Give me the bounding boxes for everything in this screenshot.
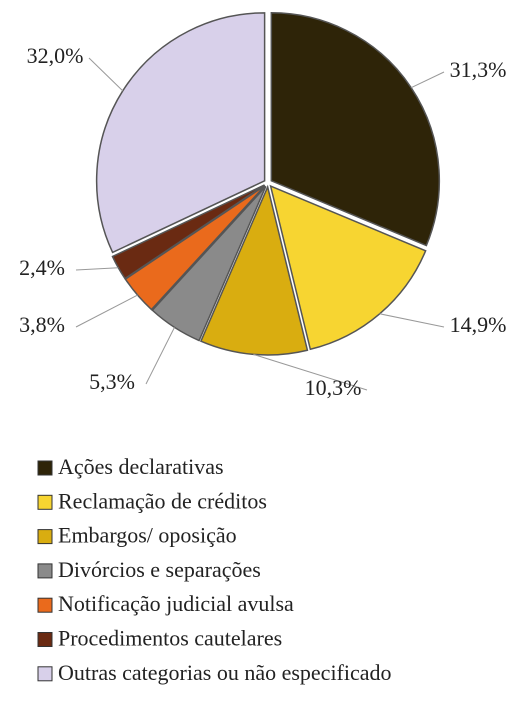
- leader-line: [145, 327, 175, 385]
- legend-swatch: [37, 529, 53, 545]
- data-label: 31,3%: [450, 57, 507, 82]
- legend-swatch: [37, 563, 53, 579]
- leader-line: [253, 353, 368, 391]
- pie-slice: [269, 184, 427, 351]
- pie-slice: [199, 184, 309, 356]
- data-label: 2,4%: [19, 255, 65, 280]
- legend-label: Divórcios e separações: [58, 557, 261, 582]
- pie-slice: [95, 12, 266, 254]
- leader-line: [75, 267, 119, 271]
- legend-label: Embargos/ oposição: [58, 523, 237, 548]
- leader-line: [75, 294, 138, 328]
- legend-swatch: [37, 597, 53, 613]
- legend-label: Outras categorias ou não especificado: [58, 660, 392, 685]
- legend-swatch: [37, 632, 53, 647]
- legend-swatch: [37, 460, 53, 476]
- legend-label: Notificação judicial avulsa: [58, 591, 294, 616]
- data-label: 32,0%: [27, 43, 84, 68]
- legend-label: Reclamação de créditos: [58, 488, 267, 513]
- legend-swatch: [37, 494, 53, 510]
- leader-line: [379, 313, 445, 328]
- leader-line: [410, 71, 445, 89]
- legend-swatch: [37, 666, 53, 682]
- data-label: 3,8%: [19, 312, 65, 337]
- data-label: 5,3%: [89, 369, 135, 394]
- leader-line: [88, 57, 124, 92]
- data-label: 10,3%: [305, 375, 362, 400]
- data-label: 14,9%: [450, 312, 507, 337]
- pie-slice: [270, 12, 441, 247]
- legend-label: Procedimentos cautelares: [58, 626, 282, 651]
- legend-label: Ações declarativas: [58, 454, 224, 479]
